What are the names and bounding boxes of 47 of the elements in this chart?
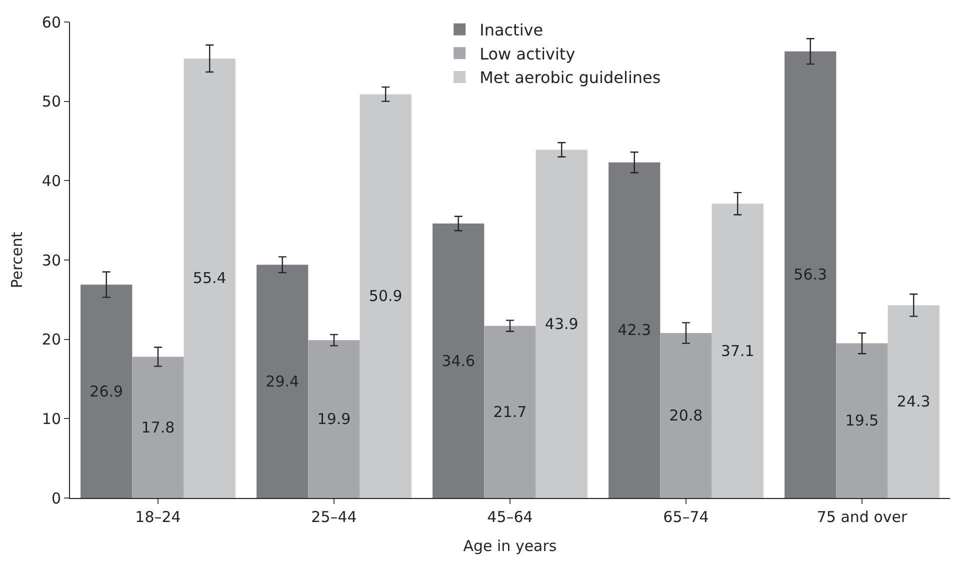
- bar: [712, 204, 764, 498]
- x-tick-label: 18–24: [135, 508, 181, 526]
- x-axis-title: Age in years: [463, 537, 557, 555]
- legend-label: Met aerobic guidelines: [480, 68, 661, 88]
- bar: [784, 51, 836, 498]
- data-label: 56.3: [794, 266, 828, 284]
- legend-label: Inactive: [480, 20, 544, 40]
- x-tick-label: 25–44: [311, 508, 357, 526]
- bar: [132, 356, 184, 498]
- data-label: 55.4: [192, 269, 226, 288]
- y-tick-label: 0: [51, 489, 61, 508]
- data-label: 37.1: [720, 342, 754, 360]
- y-tick-label: 10: [42, 410, 61, 428]
- bar: [256, 264, 308, 498]
- y-tick-label: 40: [42, 172, 61, 190]
- data-label: 20.8: [669, 406, 703, 424]
- bar: [360, 94, 412, 498]
- bar: [836, 343, 888, 498]
- data-label: 29.4: [266, 372, 300, 390]
- data-label: 26.9: [90, 382, 124, 400]
- y-tick-label: 60: [42, 13, 61, 32]
- data-label: 50.9: [368, 287, 402, 306]
- x-tick-label: 75 and over: [816, 508, 908, 526]
- bar: [536, 150, 588, 498]
- bar: [80, 284, 132, 498]
- bar: [308, 340, 360, 498]
- bar: [432, 224, 484, 498]
- data-label: 19.9: [317, 410, 351, 428]
- bar: [484, 326, 536, 498]
- data-label: 43.9: [544, 314, 578, 333]
- data-label: 34.6: [442, 352, 476, 370]
- data-label: 21.7: [493, 402, 527, 421]
- y-tick-label: 50: [42, 92, 61, 111]
- bar: [184, 58, 236, 498]
- bar: [888, 305, 940, 498]
- y-tick-label: 20: [42, 330, 61, 349]
- x-tick-label: 65–74: [663, 508, 709, 526]
- bar: [608, 162, 660, 498]
- y-tick-label: 30: [42, 251, 61, 270]
- y-axis-title: Percent: [8, 232, 26, 288]
- data-label: 24.3: [896, 392, 930, 411]
- data-label: 17.8: [141, 418, 175, 436]
- data-label: 42.3: [618, 321, 652, 340]
- bar: [660, 332, 712, 498]
- legend-label: Low activity: [480, 44, 576, 64]
- data-label: 19.5: [845, 412, 879, 430]
- x-tick-label: 45–64: [487, 508, 533, 526]
